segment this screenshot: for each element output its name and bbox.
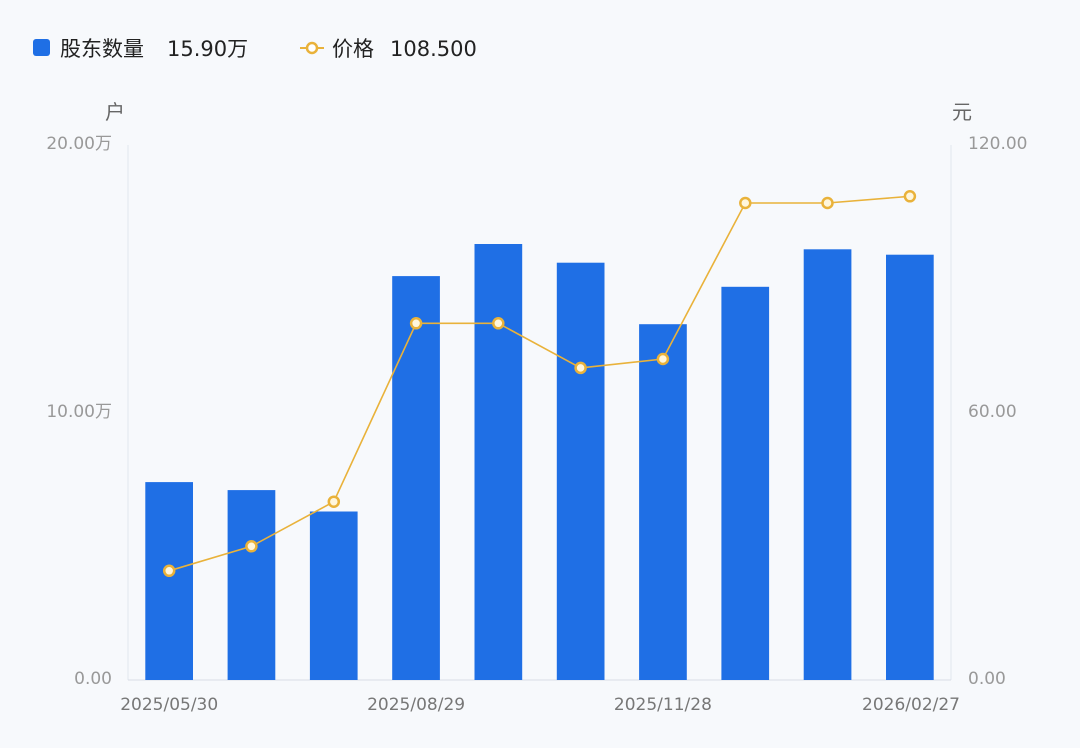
price-point-7[interactable] (656, 352, 670, 366)
bar-9[interactable] (803, 249, 852, 681)
legend-line-value: 108.500 (390, 37, 477, 61)
left-tick: 0.00 (74, 669, 112, 689)
x-tick-label: 2025/08/29 (367, 695, 465, 715)
legend-bar-label: 股东数量 (60, 37, 144, 61)
bar-4[interactable] (392, 276, 440, 680)
bar-10[interactable] (886, 254, 934, 680)
left-tick: 20.00万 (46, 134, 112, 154)
legend-swatch-bar (33, 39, 50, 56)
bar-7[interactable] (639, 324, 687, 680)
bar-3[interactable] (309, 511, 358, 681)
legend: 股东数量 15.90万 价格 108.500 (33, 37, 477, 61)
price-point-8[interactable] (739, 196, 752, 210)
legend-bar-value: 15.90万 (167, 37, 248, 61)
bar-5[interactable] (474, 244, 523, 680)
bar-6[interactable] (556, 262, 605, 680)
right-tick: 120.00 (968, 134, 1027, 154)
price-point-1[interactable] (162, 564, 176, 578)
price-point-10[interactable] (903, 190, 917, 203)
legend-line-label: 价格 (332, 37, 374, 61)
left-axis-ticks: 0.00 10.00万 20.00万 (46, 134, 112, 689)
bar-series (145, 244, 934, 681)
price-point-6[interactable] (574, 361, 587, 375)
legend-item-price[interactable]: 价格 108.500 (300, 37, 477, 61)
bar-1[interactable] (145, 482, 193, 680)
right-tick: 0.00 (968, 669, 1006, 689)
x-tick-label: 2025/11/28 (614, 695, 712, 715)
x-axis-ticks: 2025/05/30 2025/08/29 2025/11/28 2026/02/27 (120, 695, 960, 715)
price-point-5[interactable] (492, 317, 505, 330)
right-axis-unit: 元 (952, 100, 972, 124)
x-tick-label: 2025/05/30 (120, 695, 218, 715)
legend-item-holders[interactable]: 股东数量 15.90万 (33, 37, 248, 61)
price-point-3[interactable] (327, 495, 341, 508)
right-axis-ticks: 0.00 60.00 120.00 (968, 134, 1027, 689)
right-tick: 60.00 (968, 402, 1017, 422)
price-point-4[interactable] (409, 317, 423, 330)
left-axis-unit: 户 (105, 100, 125, 124)
bar-2[interactable] (227, 490, 276, 680)
x-tick-label: 2026/02/27 (862, 695, 960, 715)
legend-swatch-marker (305, 41, 319, 55)
price-line (168, 195, 910, 572)
price-point-9[interactable] (821, 196, 834, 210)
bar-8[interactable] (721, 286, 770, 680)
line-series (162, 190, 917, 578)
price-point-2[interactable] (245, 540, 258, 553)
left-tick: 10.00万 (46, 402, 112, 422)
